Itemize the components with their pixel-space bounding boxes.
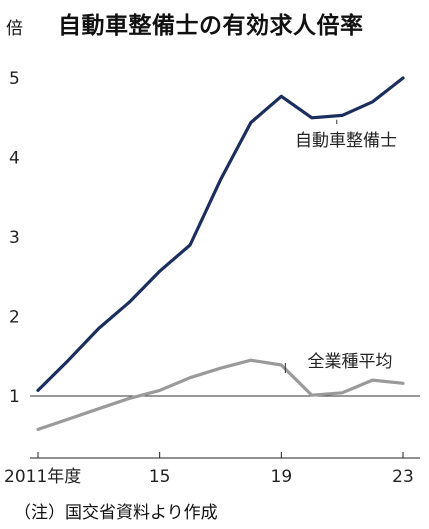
series-line: [36, 76, 405, 392]
source-note: （注）国交省資料より作成: [14, 503, 218, 523]
x-tick-label: 15: [149, 467, 171, 487]
x-tick-label: 23: [392, 467, 414, 487]
y-tick-label: 3: [9, 228, 20, 248]
y-tick-label: 1: [9, 387, 20, 407]
series-line: [36, 358, 405, 431]
series-label: 自動車整備士: [295, 131, 397, 151]
y-tick-label: 4: [9, 149, 20, 169]
x-tick-label: 19: [271, 467, 293, 487]
series-label: 全業種平均: [308, 352, 393, 372]
y-tick-label: 5: [9, 69, 20, 89]
y-tick-label: 2: [9, 308, 20, 328]
y-unit-label: 倍: [6, 19, 23, 39]
chart-title: 自動車整備士の有効求人倍率: [58, 13, 364, 39]
x-tick-label: 2011年度: [4, 467, 81, 487]
